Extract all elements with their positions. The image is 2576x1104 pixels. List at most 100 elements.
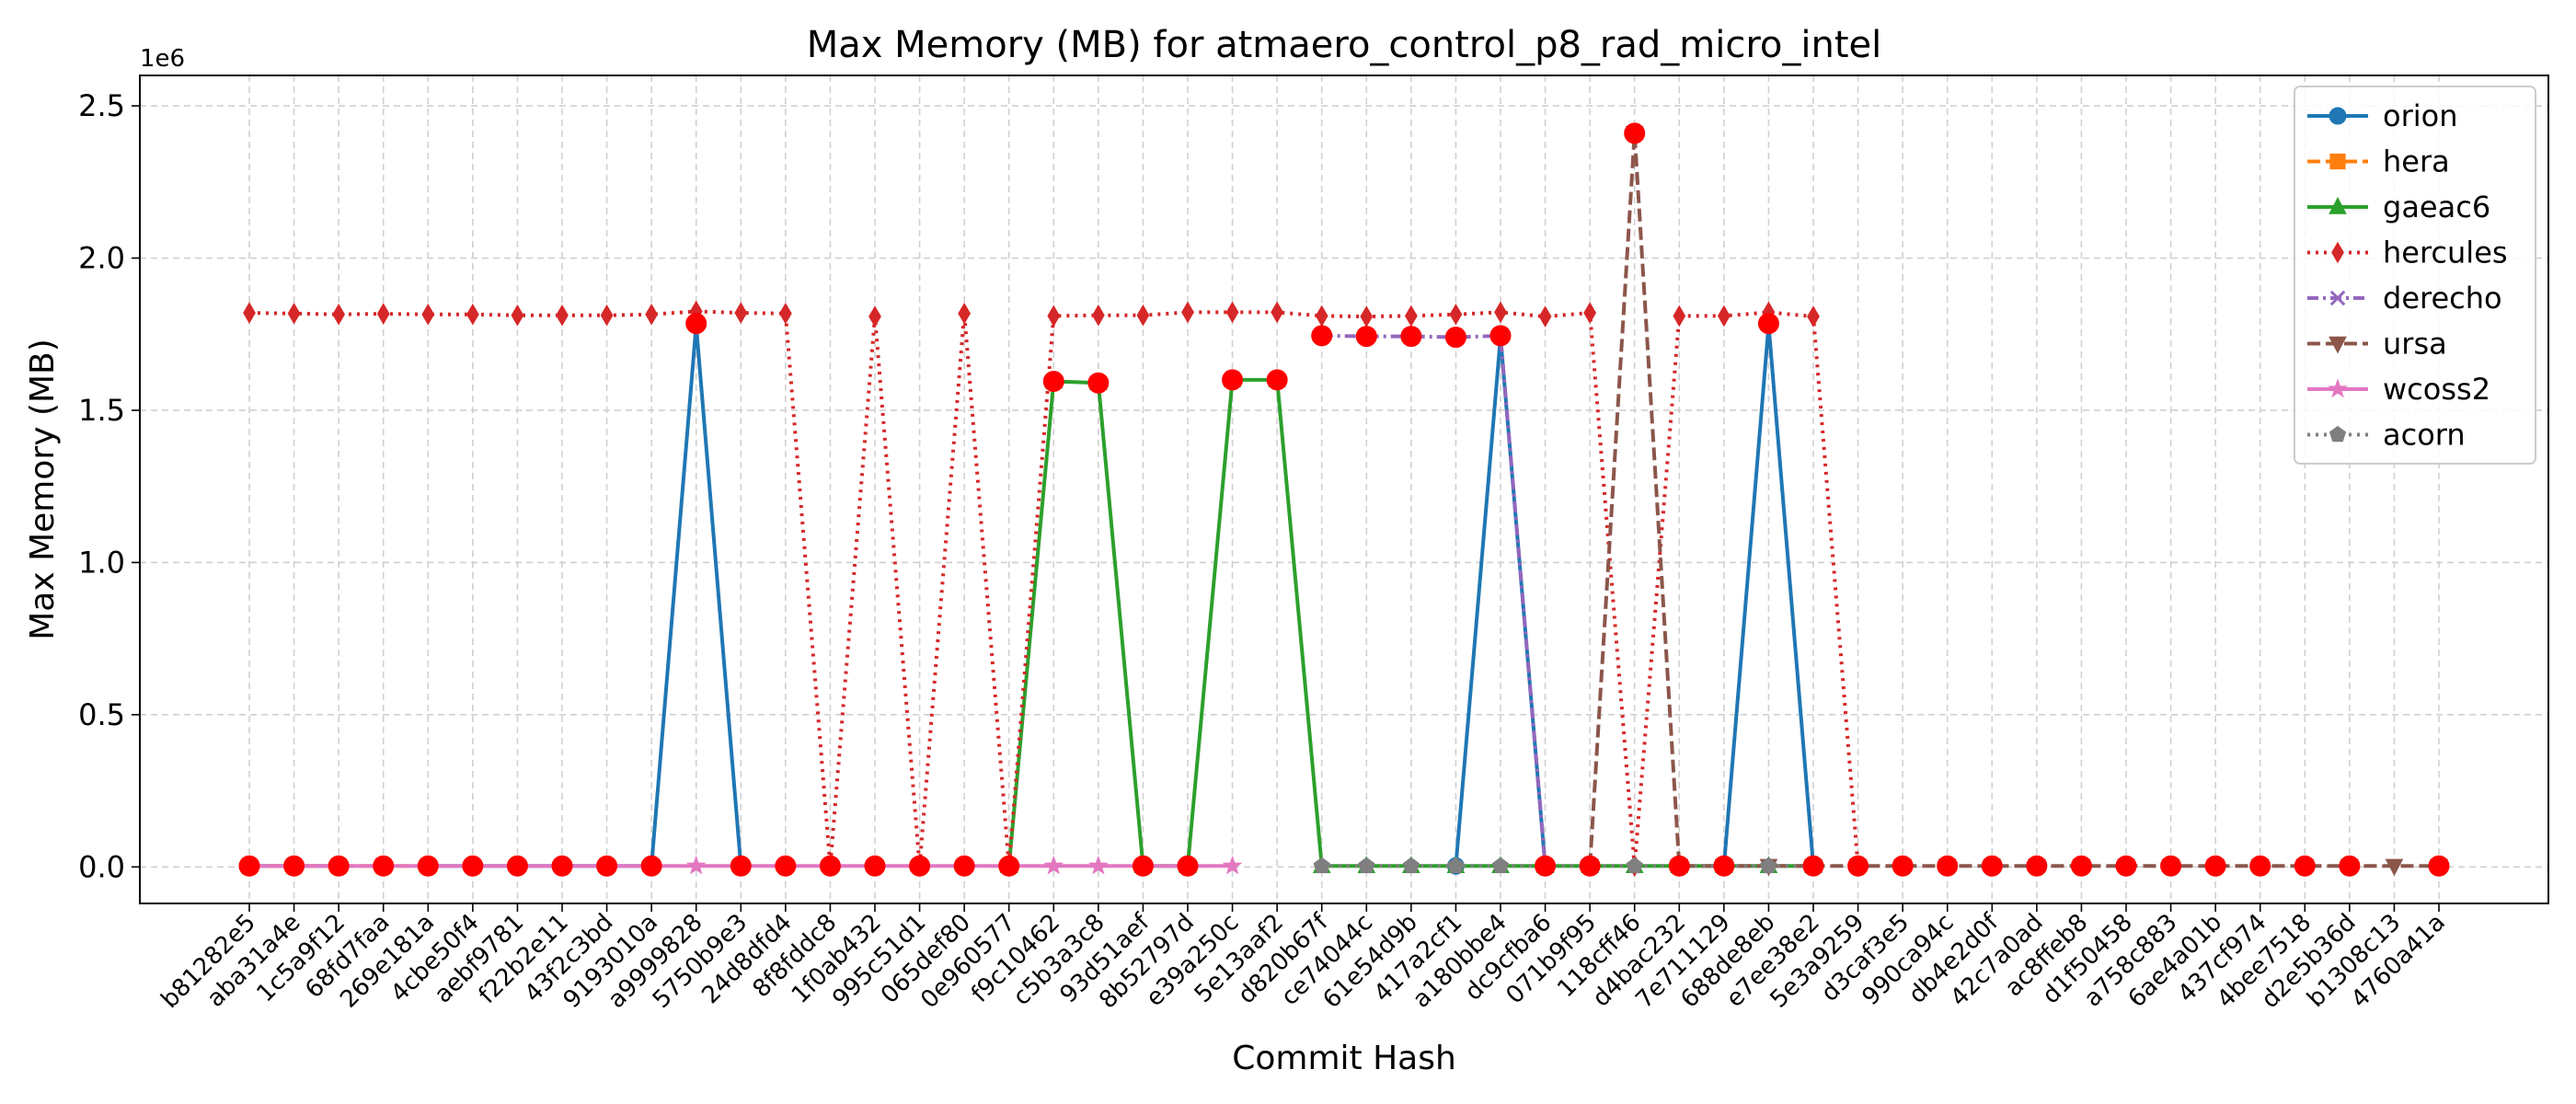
point-acorn — [1358, 857, 1375, 874]
point-hercules — [287, 302, 301, 325]
legend-marker — [2329, 290, 2346, 306]
y-tick-label: 2.0 — [78, 241, 125, 276]
highlight-point — [238, 855, 260, 877]
highlight-point — [1177, 855, 1199, 877]
point-hercules — [868, 305, 881, 328]
y-tick-label: 1.5 — [78, 393, 125, 428]
point-hercules — [778, 302, 792, 325]
point-acorn — [1760, 857, 1777, 874]
highlight-point — [2294, 855, 2316, 877]
point-hercules — [958, 302, 972, 325]
highlight-point — [596, 855, 618, 877]
point-hercules — [243, 302, 256, 324]
legend-marker — [2331, 241, 2344, 264]
point-hercules — [466, 303, 479, 326]
highlight-point — [640, 855, 662, 877]
highlight-point — [462, 855, 484, 877]
legend-item-acorn: acorn — [2307, 418, 2466, 453]
highlight-point — [1400, 326, 1422, 348]
point-hercules — [421, 303, 435, 326]
legend-marker — [2328, 378, 2348, 398]
point-wcoss2 — [685, 855, 707, 875]
highlight-point — [775, 855, 797, 877]
highlight-point — [685, 313, 707, 335]
point-wcoss2 — [1088, 855, 1109, 875]
legend-marker — [2329, 197, 2347, 214]
highlight-point — [1489, 325, 1512, 347]
y-tick-label: 0.0 — [78, 849, 125, 884]
point-acorn — [1491, 857, 1510, 874]
highlight-point — [2428, 855, 2450, 877]
legend-item-hercules: hercules — [2307, 236, 2508, 270]
legend-box — [2294, 86, 2536, 465]
y-tick-label: 1.0 — [78, 545, 125, 580]
highlight-point — [2070, 855, 2092, 877]
point-hercules — [1717, 305, 1731, 328]
highlight-point — [1713, 855, 1735, 877]
point-hercules — [1271, 301, 1284, 324]
highlight-point — [1847, 855, 1869, 877]
y-tick-label: 0.5 — [78, 697, 125, 732]
point-hercules — [511, 304, 524, 327]
highlight-point — [1042, 371, 1064, 393]
point-hercules — [1047, 305, 1061, 328]
highlight-point — [909, 855, 931, 877]
highlight-point — [1535, 855, 1557, 877]
highlight-point — [1132, 855, 1154, 877]
y-offset-label: 1e6 — [140, 45, 185, 73]
highlight-point — [2204, 855, 2226, 877]
point-hercules — [332, 303, 346, 326]
highlight-point — [1222, 369, 1244, 391]
point-hercules — [556, 304, 569, 327]
point-hercules — [1181, 301, 1194, 324]
highlight-point — [1937, 855, 1959, 877]
highlight-point — [2160, 855, 2182, 877]
x-axis-label: Commit Hash — [1232, 1040, 1456, 1077]
highlight-point — [373, 855, 395, 877]
highlight-point — [819, 855, 841, 877]
highlight-point — [2115, 855, 2137, 877]
point-acorn — [1313, 857, 1330, 874]
highlight-point — [1355, 326, 1377, 348]
highlight-point — [1802, 855, 1824, 877]
y-tick-label: 2.5 — [78, 88, 125, 123]
legend-label: acorn — [2383, 418, 2466, 453]
highlight-point — [1087, 372, 1110, 394]
point-acorn — [1626, 857, 1643, 874]
highlight-point — [953, 855, 975, 877]
legend-label: orion — [2383, 98, 2457, 133]
point-hercules — [1225, 301, 1239, 324]
legend-label: hera — [2383, 144, 2450, 179]
legend-item-ursa: ursa — [2307, 327, 2447, 362]
highlight-point — [2339, 855, 2361, 877]
legend: orion hera gaeac6 hercules derecho ursa wcoss2… — [2294, 86, 2536, 465]
point-hercules — [1583, 302, 1597, 324]
highlight-point — [417, 855, 439, 877]
highlight-point — [1624, 122, 1646, 144]
highlight-point — [1311, 325, 1333, 347]
highlight-point — [2026, 855, 2048, 877]
legend-label: ursa — [2383, 327, 2447, 362]
highlight-point — [506, 855, 528, 877]
point-hercules — [376, 303, 390, 325]
highlight-point — [1892, 855, 1914, 877]
point-hercules — [1449, 303, 1463, 326]
point-hercules — [1807, 305, 1820, 328]
legend-marker — [2329, 336, 2347, 354]
plot-frame — [139, 75, 2549, 904]
point-hercules — [734, 302, 748, 324]
point-ursa — [2385, 858, 2404, 877]
highlight-point — [283, 855, 305, 877]
point-hercules — [1136, 304, 1150, 327]
highlight-point — [328, 855, 350, 877]
legend-marker — [2329, 107, 2347, 125]
highlight-layer — [238, 122, 2450, 877]
point-acorn — [1447, 857, 1465, 874]
highlight-point — [730, 855, 752, 877]
legend-item-hera: hera — [2307, 144, 2450, 179]
point-hercules — [1673, 305, 1686, 328]
highlight-point — [998, 855, 1020, 877]
legend-item-gaeac6: gaeac6 — [2307, 190, 2490, 224]
